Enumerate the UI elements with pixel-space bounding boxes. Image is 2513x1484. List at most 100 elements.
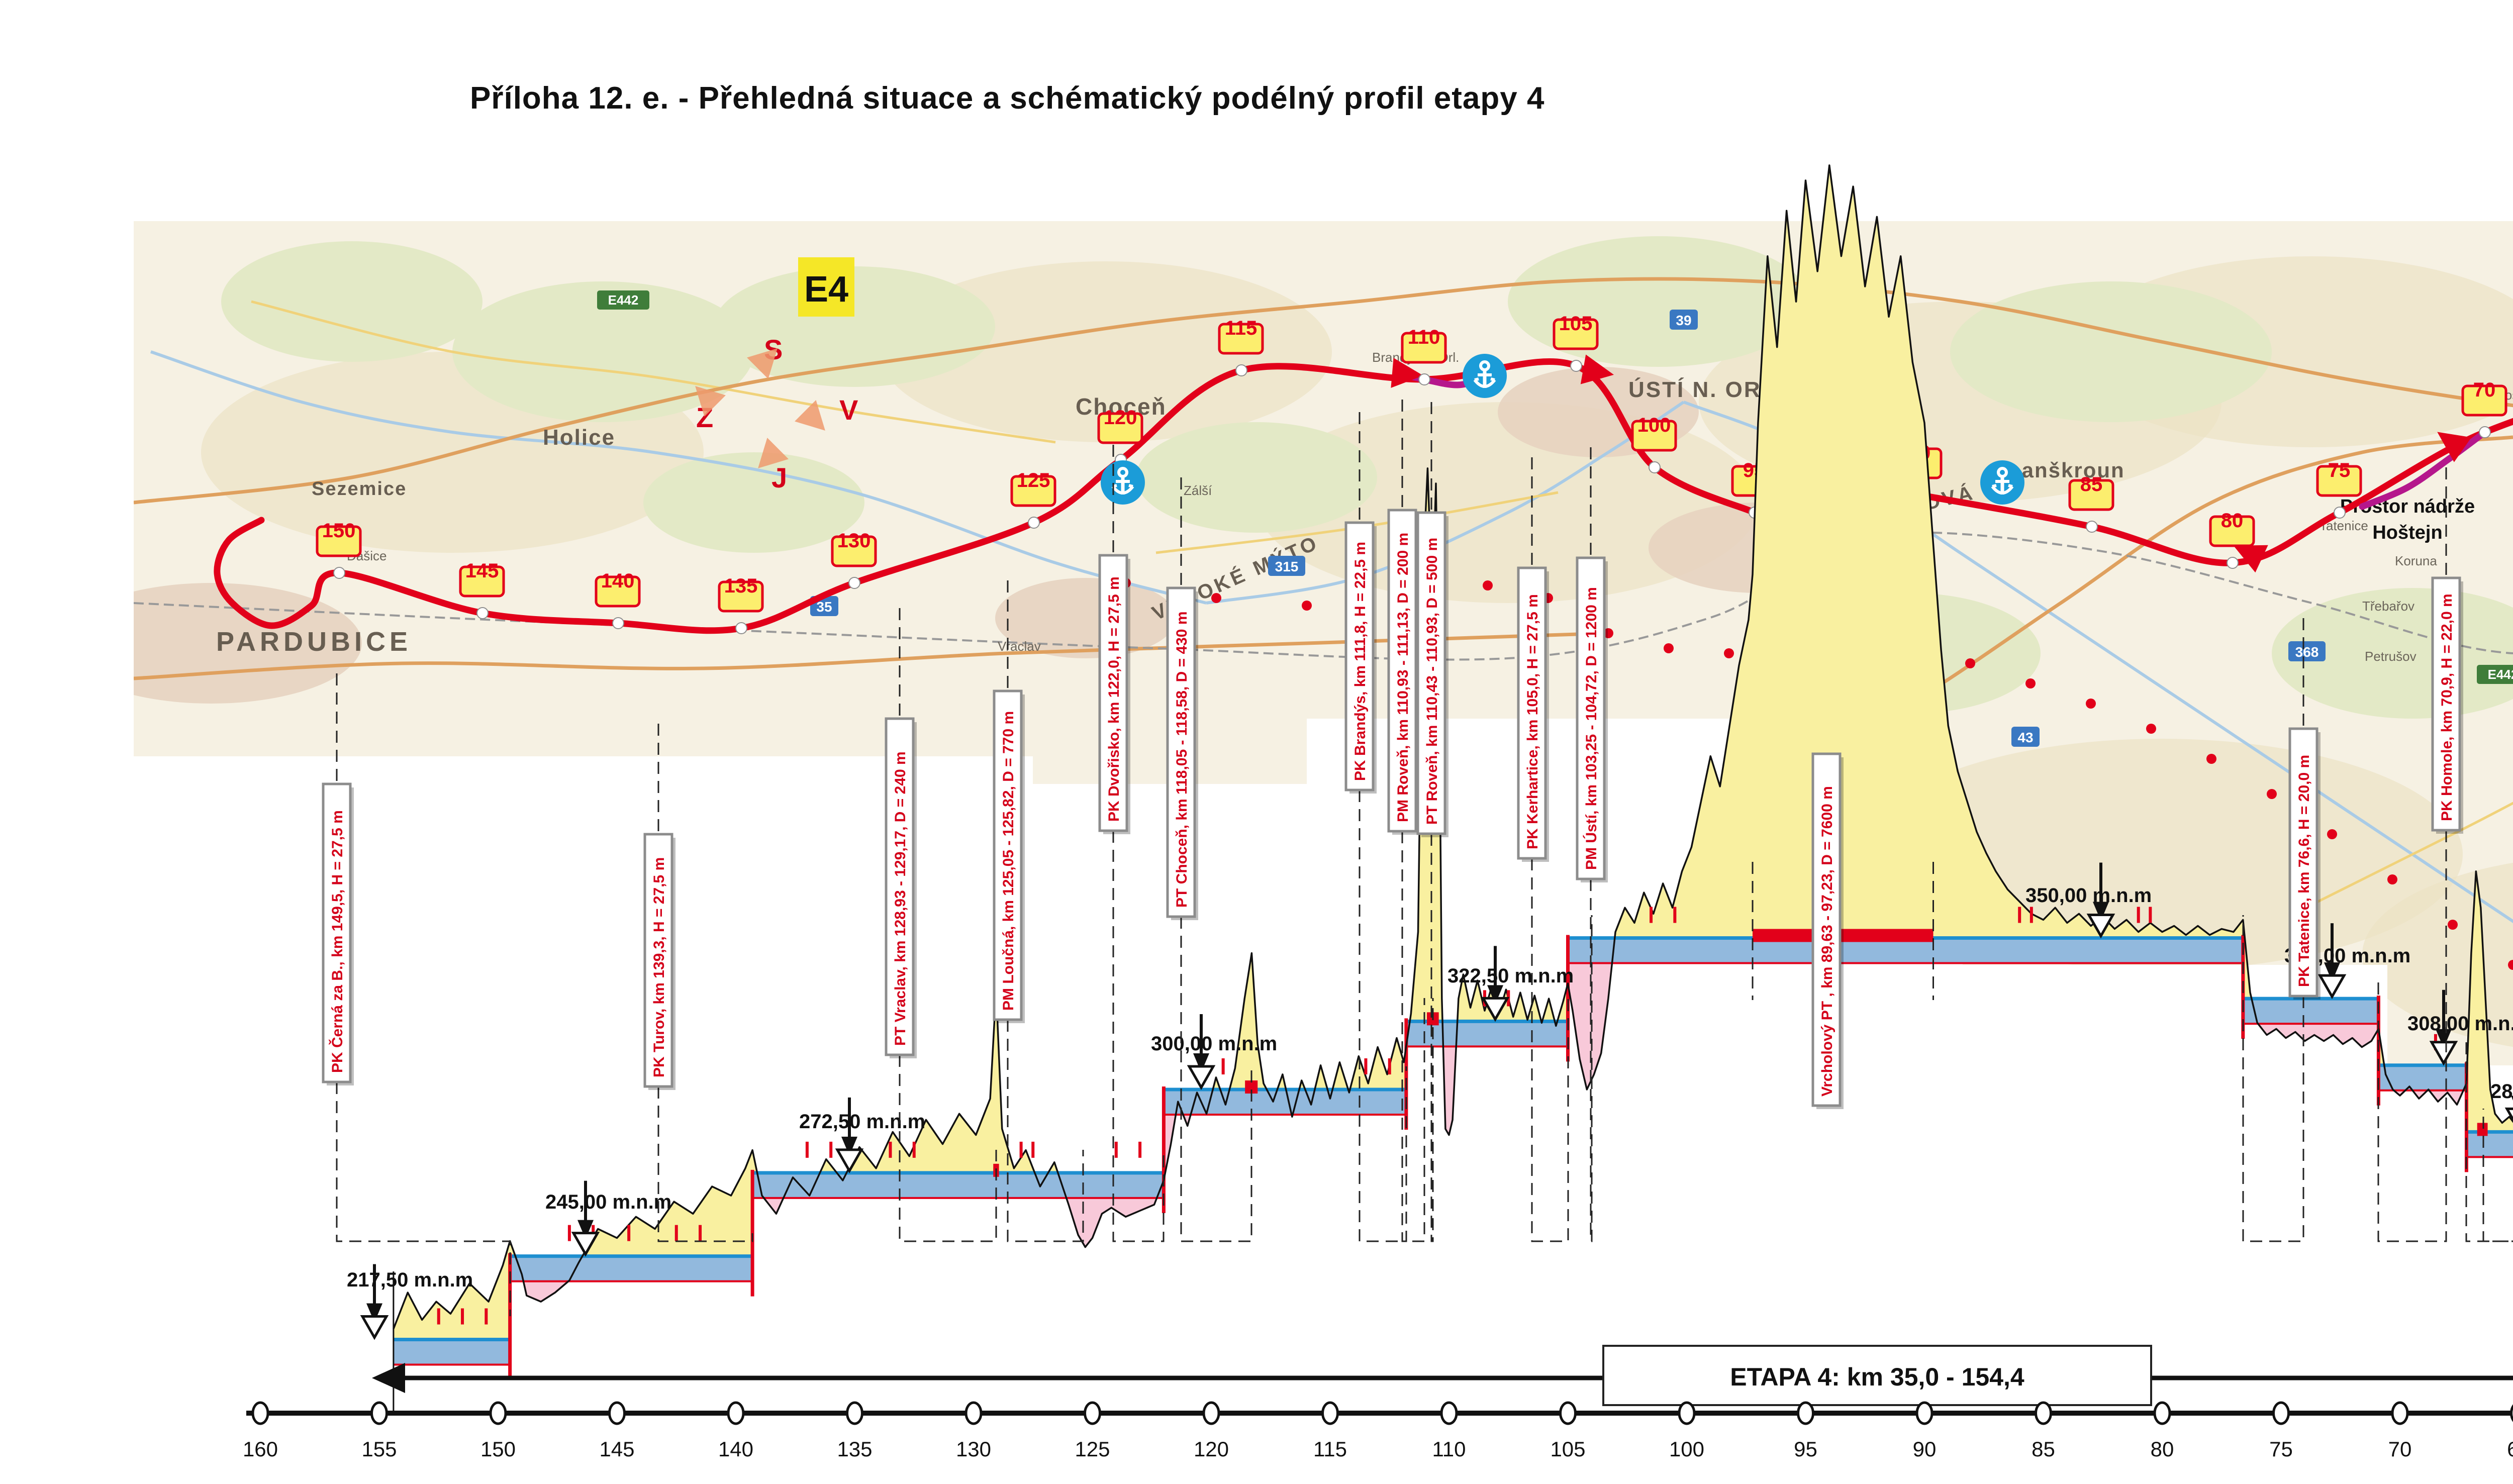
- structure-label-text: PK Tatenice, km 76,6, H = 20,0 m: [2296, 755, 2312, 987]
- structure-label-text: PK Brandýs, km 111,8, H = 22,5 m: [1352, 542, 1369, 781]
- road-number-badge: [1670, 310, 1698, 330]
- water-level-arrow-head: [841, 1136, 857, 1156]
- route-km-dot: [2086, 521, 2098, 533]
- route-km-dot: [1570, 360, 1582, 372]
- elevation-label: 286,00 m.n.m: [2490, 1080, 2513, 1103]
- map-forest-patch: [452, 281, 754, 422]
- water-level-arrow-head: [2436, 1029, 2452, 1048]
- terrain-above-water-fill: [820, 1159, 837, 1173]
- water-level-arrow-head: [2324, 962, 2340, 982]
- terrain-above-water-fill: [1614, 165, 2243, 938]
- map-main-road: [134, 277, 2513, 535]
- e-road-badge: [597, 290, 649, 310]
- structure-label-box: [885, 717, 915, 1056]
- route-km-dot: [476, 607, 489, 619]
- e-road-text: E442: [2488, 667, 2513, 682]
- km-axis-tick-label: 135: [837, 1437, 872, 1461]
- structure-leader: [1180, 917, 1252, 1242]
- km-badge-number: 135: [724, 575, 758, 597]
- map-city-label: Lanškroun: [2008, 458, 2125, 482]
- compass-arrow: [747, 348, 778, 379]
- route-variant-dot: [1483, 580, 1493, 590]
- structure-label-text: PT Roveň, km 110,43 - 110,93, D = 500 m: [1424, 538, 1440, 825]
- km-axis-tick: [964, 1401, 983, 1425]
- structure-leader: [2482, 1109, 2513, 1242]
- route-km-dot: [1028, 517, 1040, 529]
- water-level-arrow-head: [2093, 902, 2109, 921]
- km-axis-tick-label: 130: [956, 1437, 991, 1461]
- stage-e4-badge: [798, 257, 854, 317]
- terrain-below-channel-fill: [523, 1281, 568, 1302]
- map-city-label: ÚSTÍ N. ORL.: [1628, 377, 1784, 402]
- route-variant-dot: [2267, 789, 2277, 799]
- footer: ETAPA 4: km 35,0 - 154,4 160 155 150 145 140 1…: [243, 1345, 2513, 1461]
- km-badge: [1218, 323, 1264, 355]
- route-variant-dot: [2508, 960, 2513, 970]
- terrain-below-channel-fill: [2258, 1024, 2379, 1047]
- pool-water-band: [2466, 1132, 2513, 1157]
- stage-extent-box: [1602, 1345, 2152, 1406]
- terrain-above-water-fill: [393, 1241, 510, 1340]
- route-direction-arrow: [2437, 432, 2472, 462]
- km-axis-tick: [1440, 1401, 1458, 1425]
- pool-water-band: [2378, 1065, 2467, 1091]
- route-variant-dot: [1724, 648, 1734, 658]
- km-axis-tick-label: 145: [599, 1437, 634, 1461]
- port-anchor-icon: [1980, 460, 2024, 505]
- km-badge: [1631, 420, 1677, 452]
- route-variant-dot: [2086, 699, 2096, 709]
- terrain-above-water-fill: [1314, 1065, 1328, 1090]
- km-badge: [2068, 479, 2114, 511]
- water-level-arrow-head: [577, 1220, 594, 1239]
- road-number-text: 43: [2017, 730, 2033, 745]
- km-axis-tick: [1678, 1401, 1696, 1425]
- elevation-label: 245,00 m.n.m: [545, 1191, 671, 1213]
- km-axis-tick-label: 155: [361, 1437, 397, 1461]
- map-forest-patch: [1136, 422, 1377, 533]
- km-axis-tick: [727, 1401, 745, 1425]
- route-km-dot: [2334, 507, 2346, 519]
- km-badge: [316, 525, 362, 557]
- water-level-symbol: [2317, 974, 2347, 1000]
- km-axis-tick: [1797, 1401, 1814, 1425]
- km-badge-number: 120: [1104, 407, 1137, 429]
- terrain-above-water-fill: [1557, 983, 1568, 1022]
- structure-leader: [1359, 790, 1407, 1242]
- water-level-symbol: [1481, 997, 1510, 1022]
- km-badge-number: 105: [1559, 313, 1593, 335]
- water-level-symbol: [2429, 1041, 2458, 1066]
- road-number-badge: [1268, 556, 1305, 576]
- terrain-above-water-fill: [1349, 1038, 1406, 1090]
- terrain-above-water-fill: [2466, 871, 2513, 1132]
- km-badge-number: 110: [1408, 326, 1440, 348]
- elevation-label: 272,50 m.n.m: [799, 1111, 925, 1133]
- km-badge: [2209, 515, 2255, 547]
- water-level-symbol: [2086, 914, 2115, 939]
- route-variant-dot: [1211, 593, 1221, 603]
- compass-arrow: [695, 386, 726, 417]
- structure-leader: [336, 1082, 511, 1316]
- structure-label-text: PM Loučná, km 125,05 - 125,82, D = 770 m: [1000, 711, 1017, 1011]
- structure-label-box: [1387, 509, 1417, 833]
- km-badge: [2461, 384, 2507, 417]
- route-direction-arrow: [1580, 354, 1614, 384]
- structure-label-text: PK Turov, km 139,3, H = 27,5 m: [651, 857, 667, 1077]
- structure-label-text: Vrcholový PT , km 89,63 - 97,23, D = 760…: [1819, 786, 1835, 1097]
- structure-label-box: [1416, 511, 1446, 835]
- route-variant-dot: [2206, 754, 2216, 764]
- tunnel-bar: [1753, 929, 1934, 942]
- km-axis-tick: [846, 1401, 863, 1425]
- km-badge: [1010, 475, 1056, 507]
- km-badge-number: 140: [601, 570, 635, 592]
- map-city-label: Holice: [543, 425, 615, 450]
- terrain-below-channel-fill: [1568, 963, 1612, 1090]
- km-axis-tick: [1559, 1401, 1577, 1425]
- structure-leader: [1007, 1020, 1084, 1242]
- map-town-label: Zálší: [1184, 483, 1212, 498]
- water-level-arrow-head: [2511, 1096, 2513, 1101]
- page-title: Příloha 12. e. - Přehledná situace a sch…: [470, 81, 1545, 116]
- structure-label-text: PK Kerhartice, km 105,0, H = 27,5 m: [1524, 594, 1541, 849]
- map-city-label: Sezemice: [312, 478, 407, 500]
- km-badge: [1097, 412, 1143, 444]
